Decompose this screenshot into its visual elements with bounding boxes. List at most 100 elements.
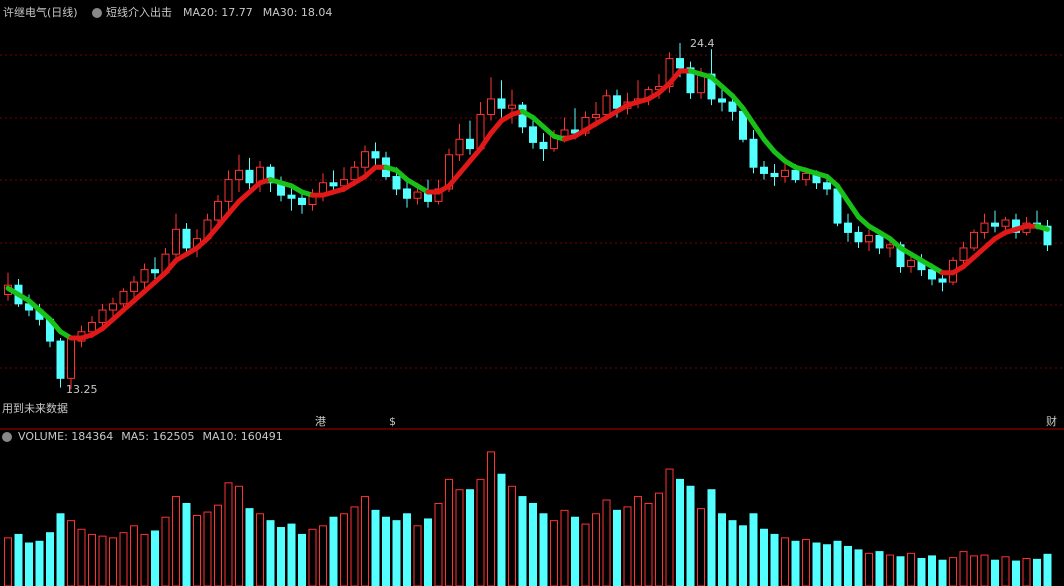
volume-bar bbox=[14, 533, 23, 586]
candle-body bbox=[707, 73, 716, 100]
volume-bar bbox=[781, 537, 789, 586]
volume-bar bbox=[991, 559, 999, 586]
volume-bar bbox=[392, 520, 401, 586]
volume-bar bbox=[308, 528, 317, 586]
candle-body bbox=[991, 222, 999, 227]
volume-bar bbox=[109, 537, 117, 586]
volume-bar bbox=[791, 540, 800, 586]
volume-bar bbox=[602, 499, 611, 586]
candle-body bbox=[487, 98, 495, 115]
candle-body bbox=[329, 182, 338, 187]
candle-body bbox=[686, 67, 695, 94]
volume-bar bbox=[1043, 553, 1052, 586]
volume-bar bbox=[802, 539, 810, 586]
candle-body bbox=[172, 228, 180, 255]
candle-body bbox=[224, 179, 233, 202]
volume-bar bbox=[571, 516, 579, 586]
candle-body bbox=[88, 321, 96, 333]
candle-body bbox=[823, 182, 831, 190]
volume-bar bbox=[98, 535, 107, 586]
volume-bar bbox=[151, 530, 159, 586]
candle-body bbox=[214, 200, 222, 221]
menu-icon[interactable] bbox=[92, 8, 102, 18]
candle-body bbox=[718, 98, 726, 103]
warning-label: 用到未来数据 bbox=[2, 401, 68, 415]
trend-segment bbox=[730, 93, 746, 111]
volume-bar bbox=[1012, 560, 1020, 586]
trend-segment bbox=[163, 257, 179, 276]
candle-body bbox=[497, 98, 506, 109]
candle-body bbox=[791, 169, 800, 181]
volume-bar bbox=[203, 511, 212, 586]
candle-body bbox=[886, 244, 894, 249]
tag[interactable]: 港 bbox=[315, 415, 326, 428]
volume-bar bbox=[676, 478, 684, 586]
candle-body bbox=[802, 172, 810, 181]
volume-bar bbox=[907, 552, 915, 586]
candle-body bbox=[67, 337, 75, 379]
volume-bar bbox=[403, 513, 411, 586]
trend-segment bbox=[205, 223, 221, 242]
trend-segment bbox=[845, 198, 861, 220]
candle-body bbox=[676, 58, 684, 69]
candle-body bbox=[392, 176, 401, 190]
volume-bar bbox=[455, 489, 464, 586]
candle-body bbox=[508, 104, 516, 109]
candle-body bbox=[518, 104, 527, 128]
stock-title: 许继电气(日线) bbox=[3, 5, 78, 19]
volume-bar bbox=[707, 489, 716, 586]
candle-body bbox=[455, 138, 464, 156]
volume-bar bbox=[193, 515, 201, 586]
candle-body bbox=[98, 309, 107, 323]
trend-segment bbox=[478, 130, 494, 152]
volume-bar bbox=[224, 482, 233, 586]
volume-bar bbox=[46, 532, 54, 586]
trend-segment bbox=[1034, 223, 1050, 232]
candle-body bbox=[613, 95, 621, 109]
volume-bar bbox=[728, 520, 737, 586]
candle-body bbox=[959, 247, 968, 261]
volume-bar bbox=[938, 559, 947, 586]
volume-bar bbox=[581, 523, 590, 586]
candle-body bbox=[245, 169, 254, 184]
volume-label: MA10: 160491 bbox=[202, 430, 282, 443]
tag[interactable]: $ bbox=[389, 415, 396, 428]
candle-body bbox=[287, 194, 296, 199]
candle-body bbox=[445, 154, 453, 190]
volume-bar bbox=[256, 513, 264, 586]
volume-bar bbox=[634, 496, 642, 586]
menu-icon[interactable] bbox=[2, 432, 12, 442]
volume-bar bbox=[298, 533, 306, 586]
volume-bar bbox=[371, 509, 380, 586]
volume-bar bbox=[760, 528, 768, 586]
volume-bar bbox=[844, 545, 852, 586]
volume-bar bbox=[1001, 556, 1010, 586]
volume-bar bbox=[329, 516, 338, 586]
volume-bar bbox=[4, 537, 12, 586]
volume-bar bbox=[812, 542, 821, 586]
trend-segment bbox=[446, 170, 462, 189]
volume-bar bbox=[854, 549, 863, 586]
tag[interactable]: 财 bbox=[1046, 414, 1057, 428]
candle-body bbox=[938, 278, 947, 283]
candle-body bbox=[980, 222, 989, 233]
candle-body bbox=[350, 166, 359, 181]
volume-bar bbox=[130, 525, 138, 586]
candle-body bbox=[266, 166, 275, 184]
candle-body bbox=[56, 340, 65, 379]
candle-body bbox=[1043, 225, 1052, 246]
volume-bar bbox=[518, 496, 527, 586]
candle-body bbox=[109, 303, 117, 311]
volume-bar bbox=[476, 478, 485, 586]
volume-bar bbox=[613, 509, 621, 586]
volume-bar bbox=[287, 523, 296, 586]
volume-bar bbox=[697, 508, 705, 586]
volume-bar bbox=[592, 513, 600, 586]
volume-bar bbox=[340, 513, 348, 586]
candle-body bbox=[907, 259, 915, 268]
volume-bar bbox=[665, 468, 674, 586]
candle-body bbox=[781, 169, 789, 178]
volume-bar bbox=[245, 508, 254, 586]
candle-body bbox=[928, 269, 936, 280]
